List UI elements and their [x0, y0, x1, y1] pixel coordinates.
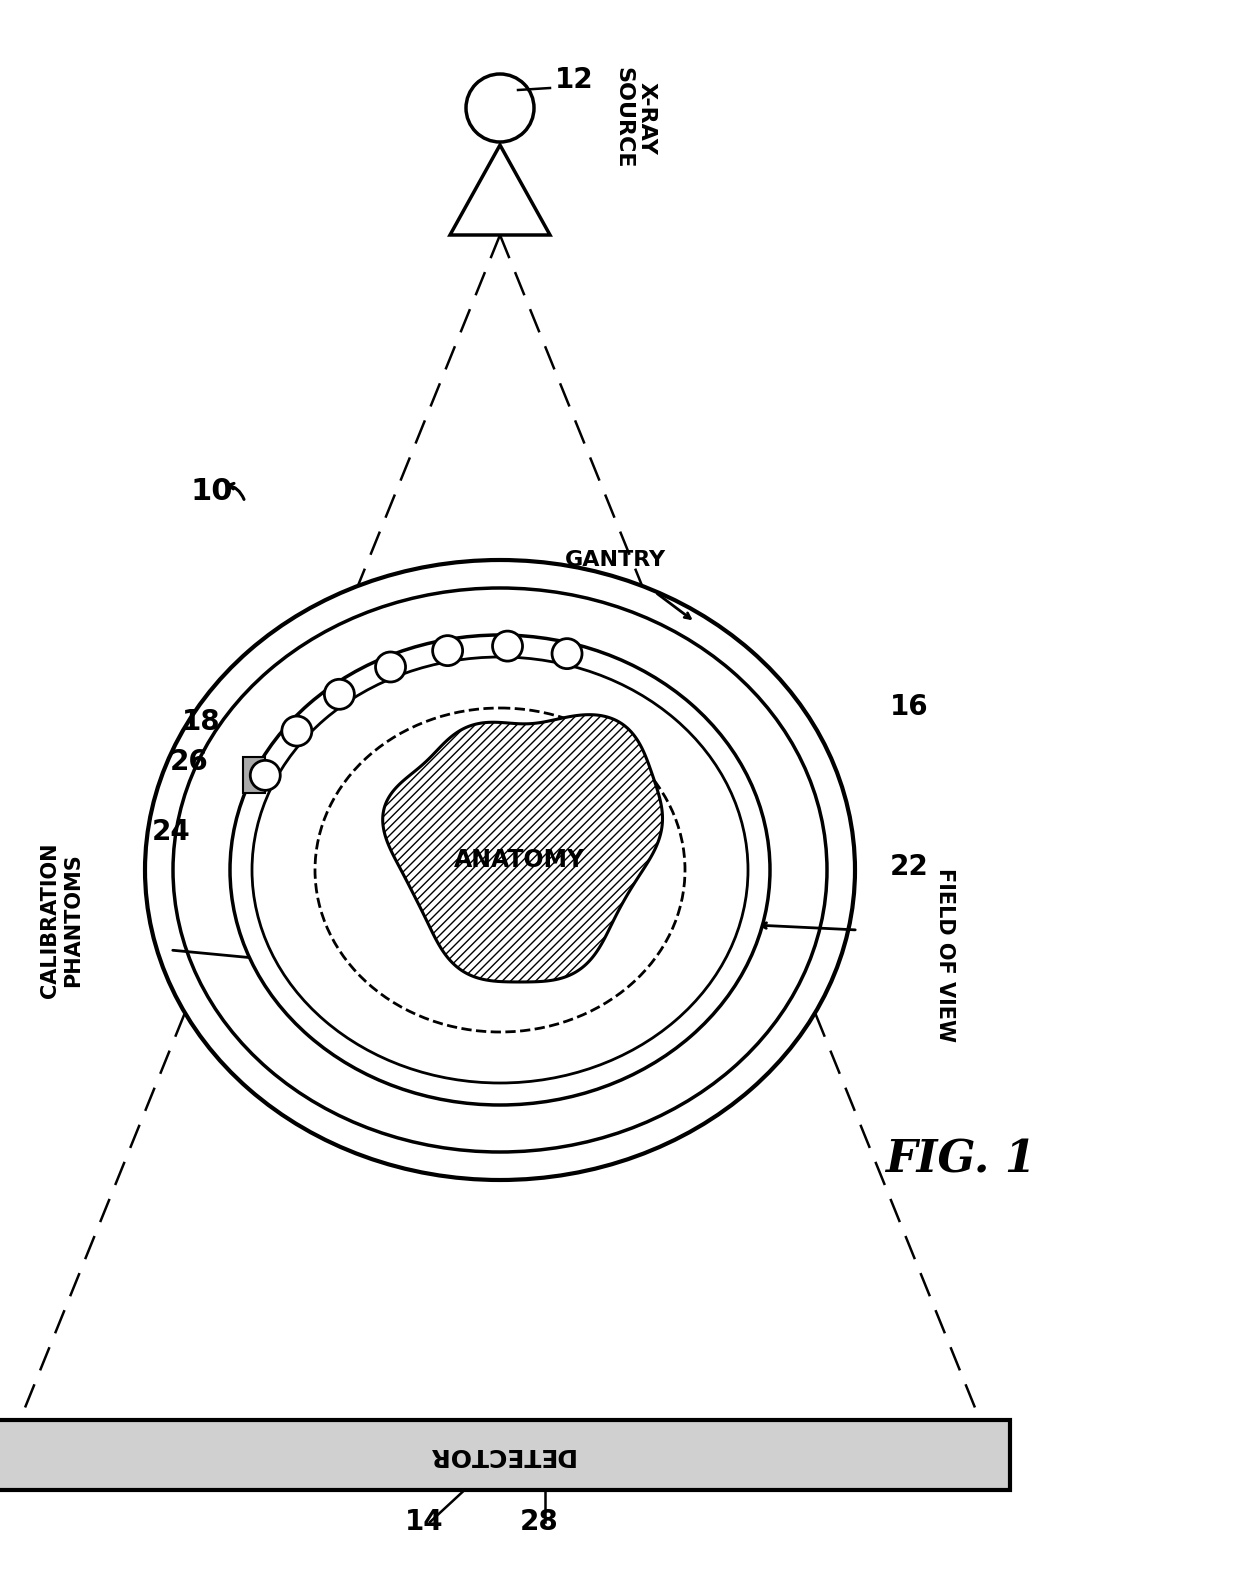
- Text: 20: 20: [345, 776, 383, 805]
- Circle shape: [325, 679, 355, 709]
- Text: GANTRY: GANTRY: [564, 551, 666, 570]
- Text: FIELD OF VIEW: FIELD OF VIEW: [935, 868, 955, 1041]
- Text: DETECTOR: DETECTOR: [427, 1442, 574, 1468]
- Text: 24: 24: [153, 817, 191, 846]
- Text: 22: 22: [890, 854, 929, 881]
- Circle shape: [281, 716, 311, 746]
- Text: 26: 26: [170, 748, 208, 776]
- Ellipse shape: [315, 709, 684, 1032]
- Circle shape: [552, 639, 582, 669]
- Ellipse shape: [229, 634, 770, 1105]
- Text: FIG. 1: FIG. 1: [884, 1138, 1035, 1182]
- Ellipse shape: [145, 560, 856, 1180]
- Text: X-RAY
SOURCE: X-RAY SOURCE: [614, 68, 657, 169]
- Text: ANATOMY: ANATOMY: [454, 847, 585, 873]
- Text: 16: 16: [890, 693, 929, 721]
- Text: 10: 10: [190, 477, 233, 507]
- Circle shape: [376, 652, 405, 682]
- Circle shape: [492, 631, 522, 661]
- Bar: [0, 1420, 1011, 1490]
- Ellipse shape: [174, 589, 827, 1152]
- Ellipse shape: [252, 656, 748, 1083]
- Circle shape: [250, 761, 280, 791]
- Text: 28: 28: [520, 1509, 559, 1535]
- Text: CALIBRATION
PHANTOMS: CALIBRATION PHANTOMS: [41, 843, 83, 997]
- Text: 12: 12: [556, 66, 594, 95]
- Text: 18: 18: [182, 709, 221, 735]
- Bar: [243, 757, 265, 794]
- Circle shape: [433, 636, 463, 666]
- Polygon shape: [383, 715, 662, 982]
- Text: 14: 14: [405, 1509, 444, 1535]
